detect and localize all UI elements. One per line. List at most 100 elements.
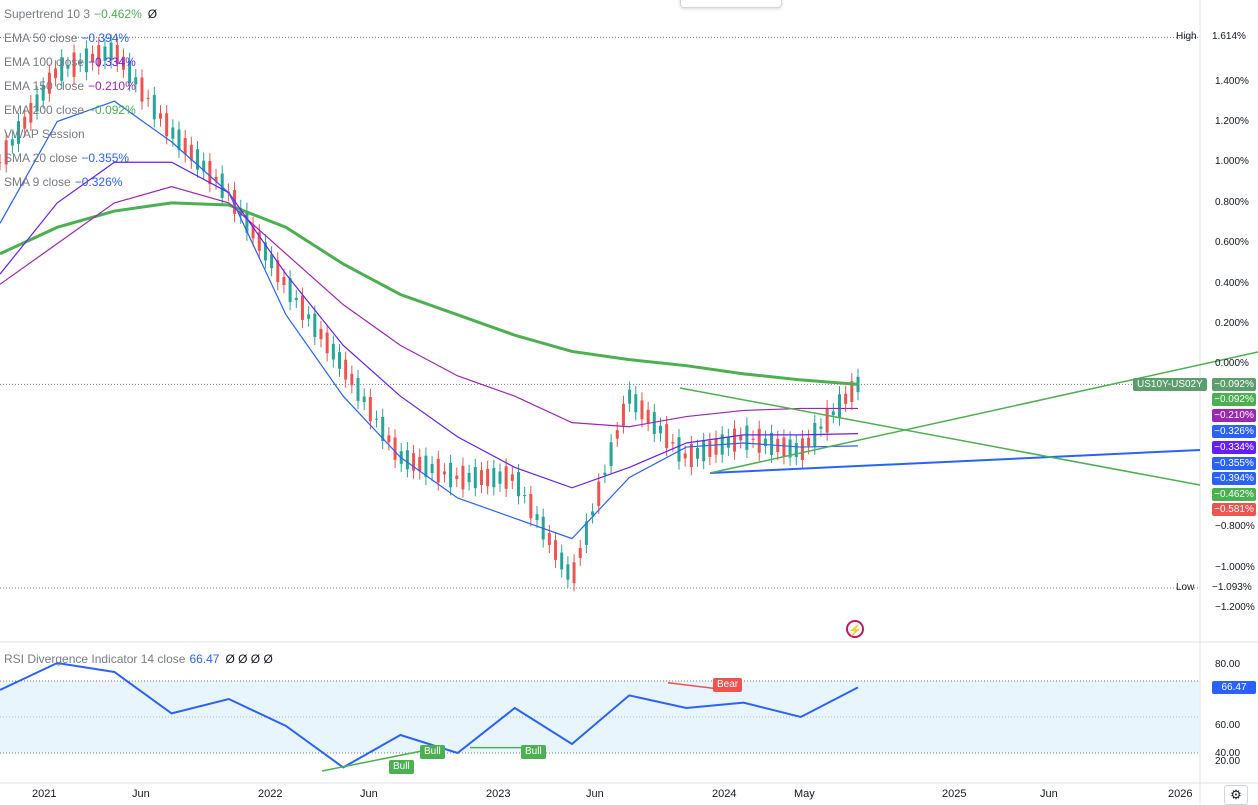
candle-body <box>652 411 656 435</box>
candle-body <box>603 472 607 476</box>
candle-body <box>615 430 619 439</box>
candle-body <box>140 77 144 102</box>
legend-supertrend[interactable]: Supertrend 10 3 −0.462% Ø <box>4 7 158 21</box>
candle-body <box>300 295 304 320</box>
indicator-legend: Supertrend 10 3 −0.462% Ø EMA 50 close −0.3… <box>4 2 157 194</box>
candle-body <box>566 564 570 580</box>
candle-body <box>270 254 274 269</box>
time-tick: Jun <box>1040 788 1058 800</box>
high-marker: High 1.614% <box>1176 31 1246 42</box>
price-tick: −1.200% <box>1215 602 1255 613</box>
candle-body <box>504 466 508 489</box>
candle-body <box>517 472 521 497</box>
candle-body <box>183 138 187 155</box>
rsi-badge: 66.47 <box>1212 681 1256 694</box>
candle-body <box>288 278 292 303</box>
candle-body <box>665 424 669 449</box>
candle-body <box>165 113 169 137</box>
candle-body <box>547 533 551 545</box>
legend-sma9[interactable]: SMA 9 close −0.326% <box>4 175 123 189</box>
candle-body <box>677 437 681 462</box>
price-badge-supertrend: −0.462% <box>1212 488 1256 501</box>
legend-sma20[interactable]: SMA 20 close −0.355% <box>4 151 130 165</box>
candle-body <box>418 456 422 472</box>
top-toolbar-widget[interactable] <box>680 0 782 8</box>
candle-body <box>702 440 706 462</box>
price-badge-sma20: −0.355% <box>1212 457 1256 470</box>
candle-body <box>584 521 588 545</box>
candle-body <box>294 297 298 300</box>
candle-body <box>837 394 841 418</box>
candle-body <box>350 373 354 386</box>
alert-bolt-icon[interactable]: ⚡ <box>846 620 864 638</box>
candle-body <box>819 426 823 429</box>
candle-body <box>510 474 514 481</box>
candle-body <box>78 61 82 64</box>
candle-body <box>91 53 95 63</box>
candle-body <box>23 116 27 129</box>
rsi-tick: 60.00 <box>1215 720 1241 731</box>
time-tick: Jun <box>586 788 604 800</box>
bull-divergence-line <box>321 748 431 772</box>
candle-body <box>4 140 8 165</box>
candle-body <box>10 139 14 146</box>
candle-body <box>449 462 453 488</box>
candle-body <box>788 439 792 458</box>
candle-body <box>115 45 119 64</box>
candle-body <box>66 65 70 69</box>
candle-body <box>572 562 576 584</box>
candle-body <box>498 471 502 484</box>
candle-body <box>362 396 366 403</box>
price-tick: 0.000% <box>1215 358 1249 369</box>
candle-body <box>831 411 835 416</box>
candle-body <box>763 438 767 447</box>
candle-body <box>375 418 379 420</box>
candle-body <box>473 467 477 489</box>
candle-body <box>331 343 335 360</box>
candle-body <box>770 432 774 455</box>
candle-body <box>782 437 786 457</box>
candle-body <box>560 552 564 570</box>
candle-body <box>492 467 496 488</box>
candle-body <box>800 438 804 461</box>
legend-ema200[interactable]: EMA 200 close −0.092% <box>4 103 136 117</box>
price-badge-close: −0.092% <box>1212 378 1256 391</box>
candle-body <box>708 440 712 457</box>
candle-body <box>578 547 582 558</box>
bear-signal: Bear <box>713 678 743 692</box>
price-badge-sma9: −0.326% <box>1212 425 1256 438</box>
time-tick: Jun <box>132 788 150 800</box>
candle-body <box>529 494 533 519</box>
time-tick: Jun <box>360 788 378 800</box>
legend-vwap[interactable]: VWAP Session <box>4 127 85 141</box>
candle-body <box>844 393 848 404</box>
candle-body <box>714 438 718 455</box>
candle-body <box>208 160 212 185</box>
candle-body <box>621 403 625 426</box>
time-tick: 2021 <box>32 788 57 800</box>
rsi-tick: 80.00 <box>1215 659 1241 670</box>
price-tick: −1.000% <box>1215 562 1255 573</box>
candle-body <box>646 409 650 424</box>
legend-ema150[interactable]: EMA 150 close −0.210% <box>4 79 136 93</box>
settings-gear-icon[interactable]: ⚙ <box>1224 785 1248 805</box>
bear-divergence-line <box>667 682 714 689</box>
rsi-legend[interactable]: RSI Divergence Indicator 14 close 66.47 Ø … <box>4 652 273 666</box>
candle-body <box>794 443 798 458</box>
candle-body <box>196 149 200 170</box>
series-line-ema-100-close <box>0 161 859 489</box>
candle-body <box>689 443 693 468</box>
candle-body <box>658 425 662 434</box>
legend-ema50[interactable]: EMA 50 close −0.394% <box>4 31 130 45</box>
candle-body <box>109 42 113 61</box>
candle-body <box>850 381 854 403</box>
candle-body <box>152 94 156 120</box>
candle-body <box>214 176 218 182</box>
candle-body <box>282 276 286 286</box>
legend-ema100[interactable]: EMA 100 close −0.334% <box>4 55 136 69</box>
trendline-green-down <box>679 387 1201 486</box>
candle-body <box>671 442 675 444</box>
candle-body <box>60 57 64 81</box>
price-badge-ema150: −0.210% <box>1212 409 1256 422</box>
candle-body <box>430 463 434 474</box>
